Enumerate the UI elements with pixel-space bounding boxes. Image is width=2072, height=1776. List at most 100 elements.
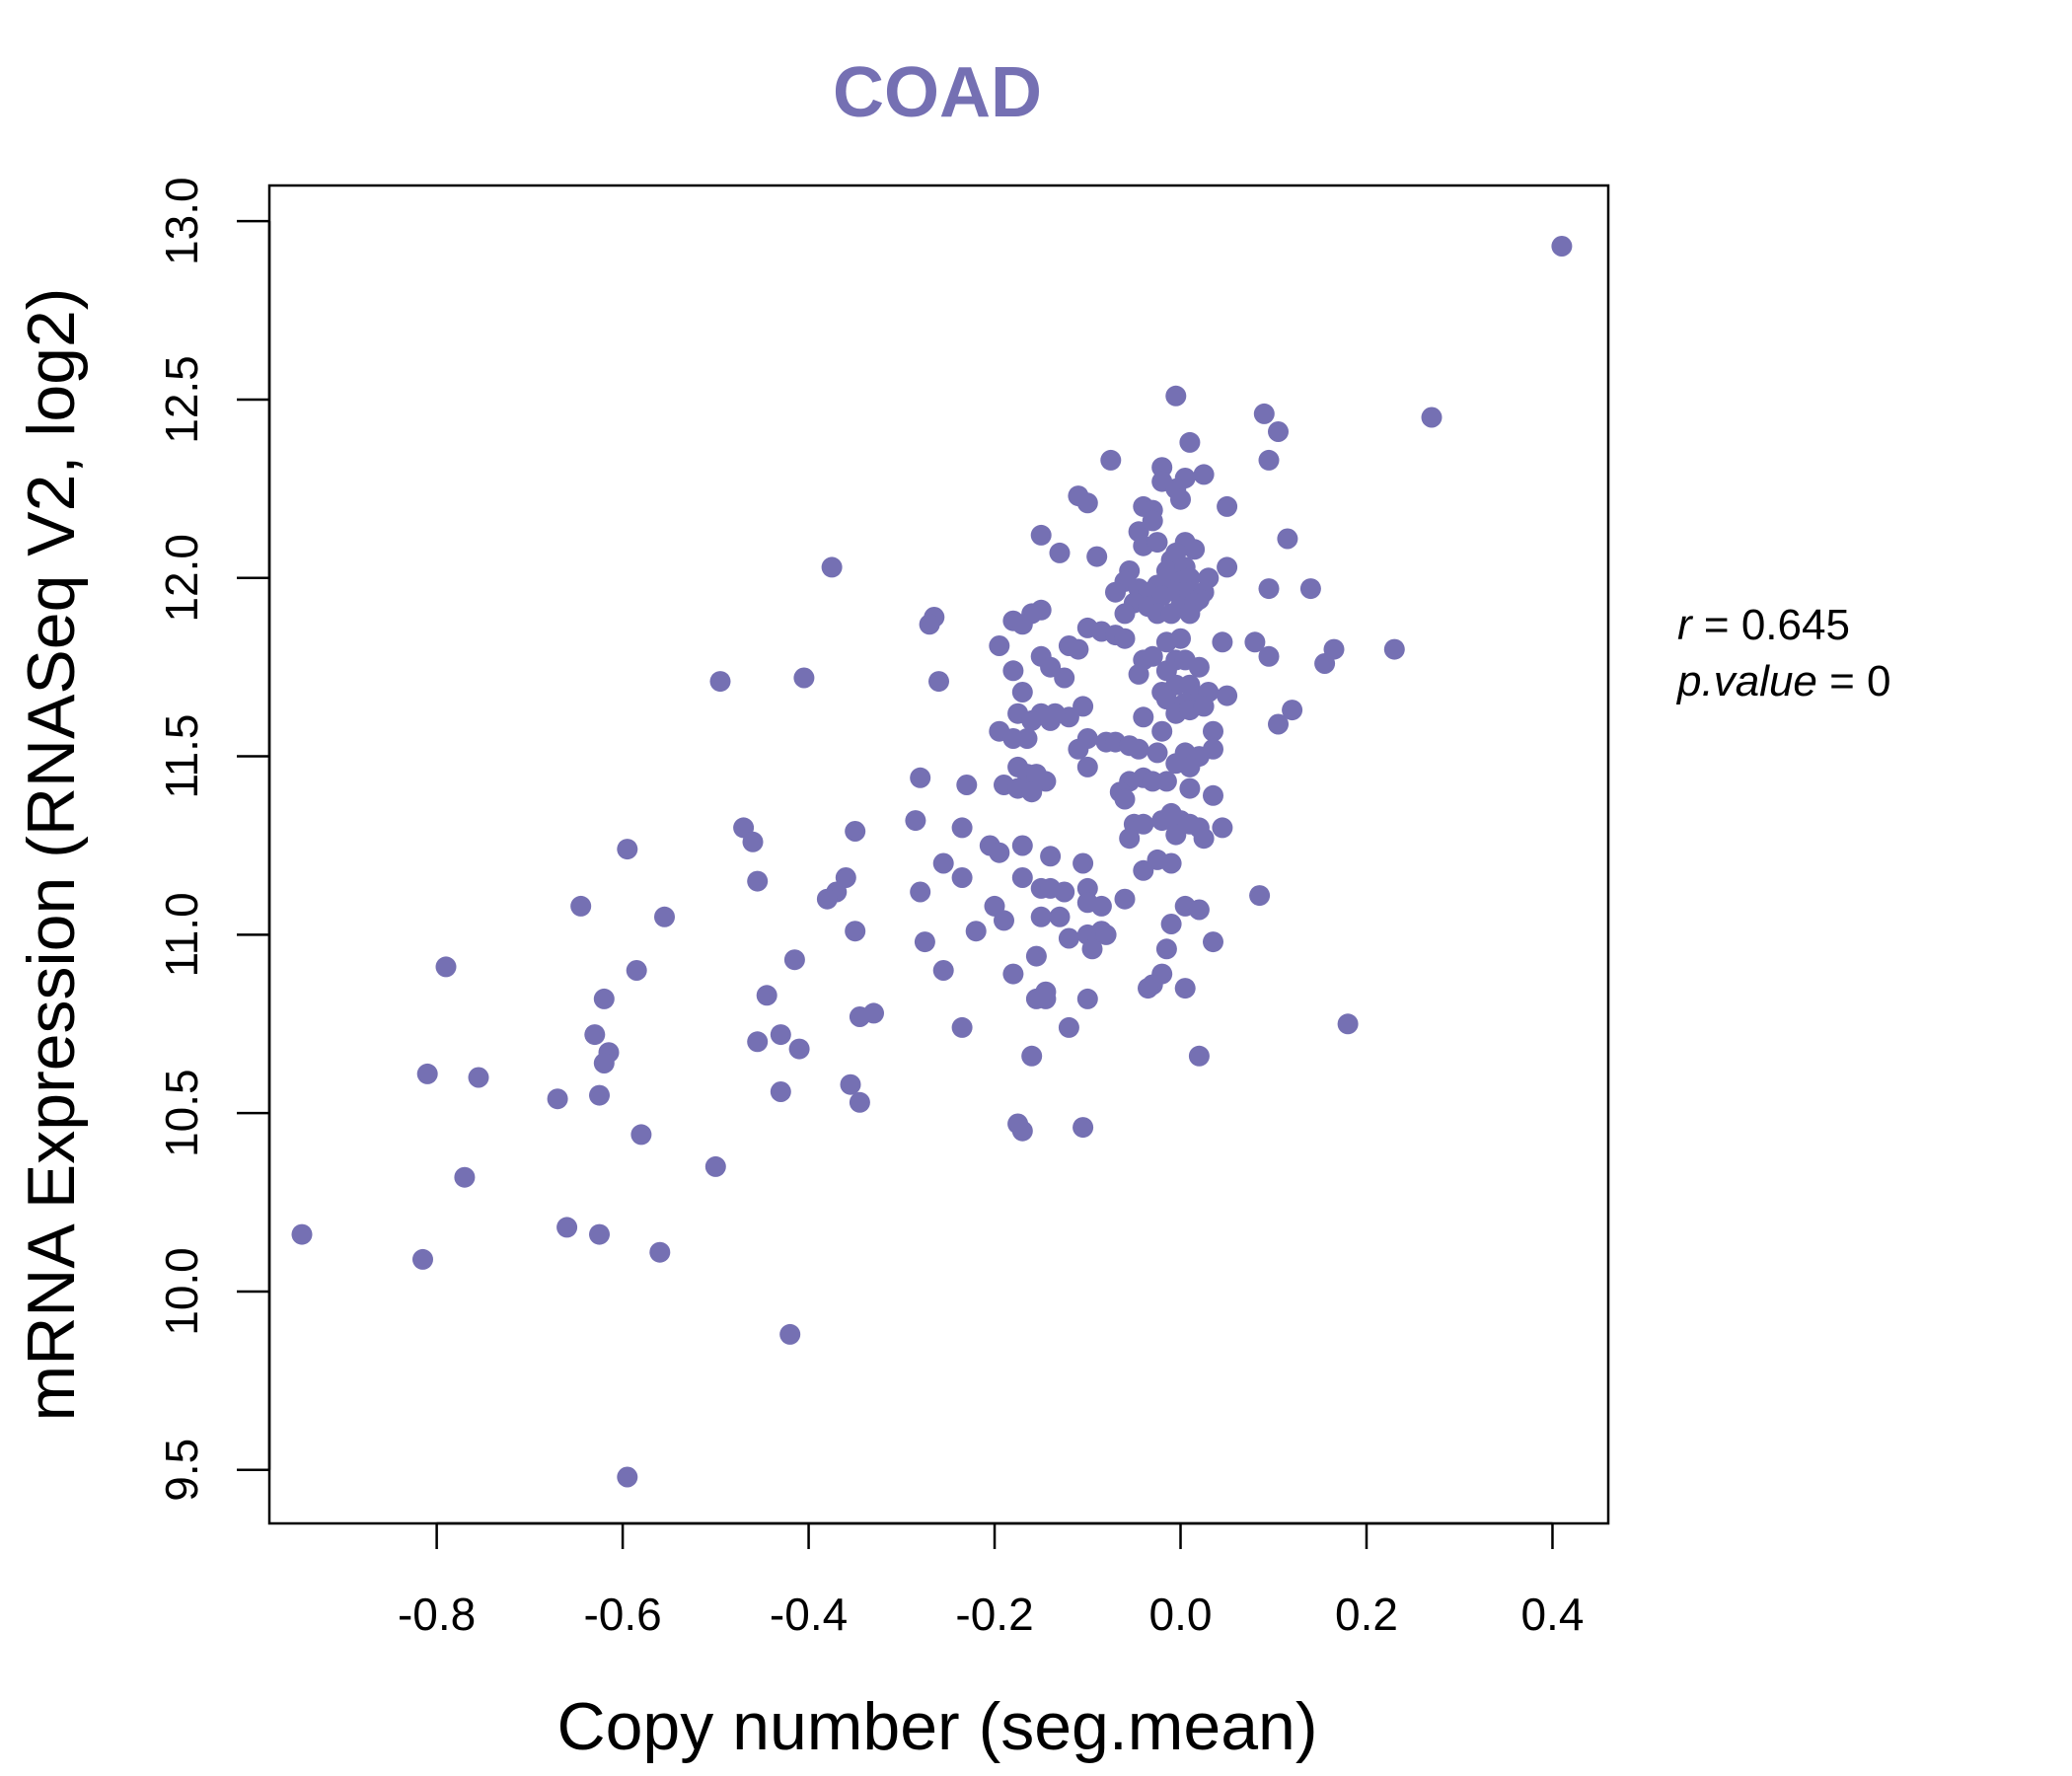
- data-point: [454, 1166, 476, 1188]
- data-point: [932, 960, 954, 981]
- x-tick-label: 0.4: [1520, 1589, 1584, 1640]
- data-point: [1160, 603, 1182, 625]
- data-point: [1249, 885, 1271, 907]
- data-point: [1151, 457, 1173, 479]
- data-point: [1268, 421, 1289, 442]
- data-point: [1203, 738, 1223, 760]
- data-point: [1076, 756, 1098, 777]
- data-point: [951, 1016, 973, 1038]
- r-label: r: [1677, 601, 1694, 649]
- data-point: [1133, 859, 1154, 881]
- data-point: [1179, 777, 1201, 799]
- data-point: [793, 667, 815, 689]
- y-tick-label: 10.5: [156, 1069, 207, 1157]
- data-point: [1030, 906, 1052, 927]
- x-axis-label: Copy number (seg.mean): [556, 1689, 1317, 1764]
- y-tick-label: 11.5: [156, 714, 207, 799]
- data-point: [1184, 539, 1206, 560]
- data-point: [1058, 1016, 1079, 1038]
- data-point: [570, 895, 592, 917]
- x-tick-label: -0.4: [770, 1589, 848, 1640]
- p-equals: =: [1829, 657, 1867, 705]
- p-label: p.value: [1675, 657, 1817, 705]
- data-point: [1193, 464, 1215, 485]
- data-point: [1337, 1013, 1359, 1035]
- data-point: [1081, 938, 1103, 960]
- data-point: [468, 1067, 489, 1088]
- data-point: [965, 921, 987, 942]
- data-point: [1073, 1117, 1094, 1139]
- data-point: [928, 671, 949, 693]
- data-point: [1193, 696, 1215, 717]
- data-point: [1100, 449, 1122, 471]
- data-point: [1021, 1045, 1043, 1067]
- data-point: [1105, 581, 1126, 603]
- data-point: [932, 852, 954, 874]
- x-tick-label: 0.2: [1335, 1589, 1398, 1640]
- data-point: [1165, 824, 1187, 846]
- data-point: [593, 1053, 615, 1073]
- data-point: [994, 910, 1014, 931]
- data-point: [1142, 645, 1163, 667]
- data-point: [1016, 728, 1038, 749]
- data-point: [1551, 236, 1573, 257]
- x-tick-label: -0.2: [955, 1589, 1033, 1640]
- data-point: [1155, 938, 1177, 960]
- data-point: [756, 985, 777, 1006]
- data-point: [435, 956, 457, 978]
- p-value-annotation: p.value = 0: [1675, 657, 1891, 705]
- data-point: [1114, 888, 1136, 910]
- data-point: [956, 775, 978, 795]
- data-point: [816, 888, 838, 910]
- data-point: [1179, 431, 1201, 453]
- data-point: [1030, 524, 1052, 546]
- data-point: [1212, 817, 1233, 839]
- data-point: [779, 1323, 801, 1345]
- data-point: [1114, 628, 1136, 649]
- data-point: [589, 1084, 610, 1106]
- data-point: [1119, 828, 1141, 850]
- data-point: [1188, 1045, 1210, 1067]
- data-point: [1035, 988, 1057, 1009]
- data-point: [1203, 784, 1223, 806]
- data-point: [1133, 813, 1154, 835]
- data-point: [1142, 510, 1163, 532]
- data-point: [1044, 703, 1066, 724]
- y-tick-label: 9.5: [156, 1439, 207, 1502]
- data-point: [1188, 899, 1210, 921]
- data-point: [821, 556, 843, 578]
- chart-title: COAD: [833, 53, 1042, 132]
- data-point: [747, 870, 769, 892]
- data-point: [649, 1241, 671, 1263]
- data-point: [1170, 488, 1191, 510]
- data-point: [1212, 631, 1233, 653]
- data-point: [1076, 988, 1098, 1009]
- data-point: [1421, 407, 1443, 428]
- data-point: [1076, 877, 1098, 899]
- y-tick-label: 12.0: [156, 534, 207, 623]
- y-axis: 9.5 10.0 10.5 11.0 11.5 12.0 12.5 13.0: [156, 177, 271, 1502]
- data-points: [291, 236, 1573, 1488]
- data-point: [1160, 806, 1182, 828]
- data-point: [1253, 403, 1275, 424]
- y-tick-label: 13.0: [156, 177, 207, 265]
- data-point: [747, 1031, 769, 1053]
- data-point: [1160, 852, 1182, 874]
- data-point: [1179, 567, 1201, 589]
- data-point: [951, 867, 973, 888]
- data-point: [1076, 492, 1098, 514]
- data-point: [1073, 852, 1094, 874]
- data-point: [617, 1466, 638, 1488]
- data-point: [1244, 631, 1266, 653]
- data-point: [1217, 495, 1238, 517]
- data-point: [770, 1081, 791, 1102]
- data-point: [1011, 867, 1033, 888]
- data-point: [1011, 682, 1033, 703]
- data-point: [1002, 660, 1024, 682]
- data-point: [989, 635, 1010, 656]
- data-point: [1151, 585, 1173, 607]
- data-point: [1011, 835, 1033, 856]
- data-point: [1133, 706, 1154, 728]
- data-point: [1095, 924, 1117, 945]
